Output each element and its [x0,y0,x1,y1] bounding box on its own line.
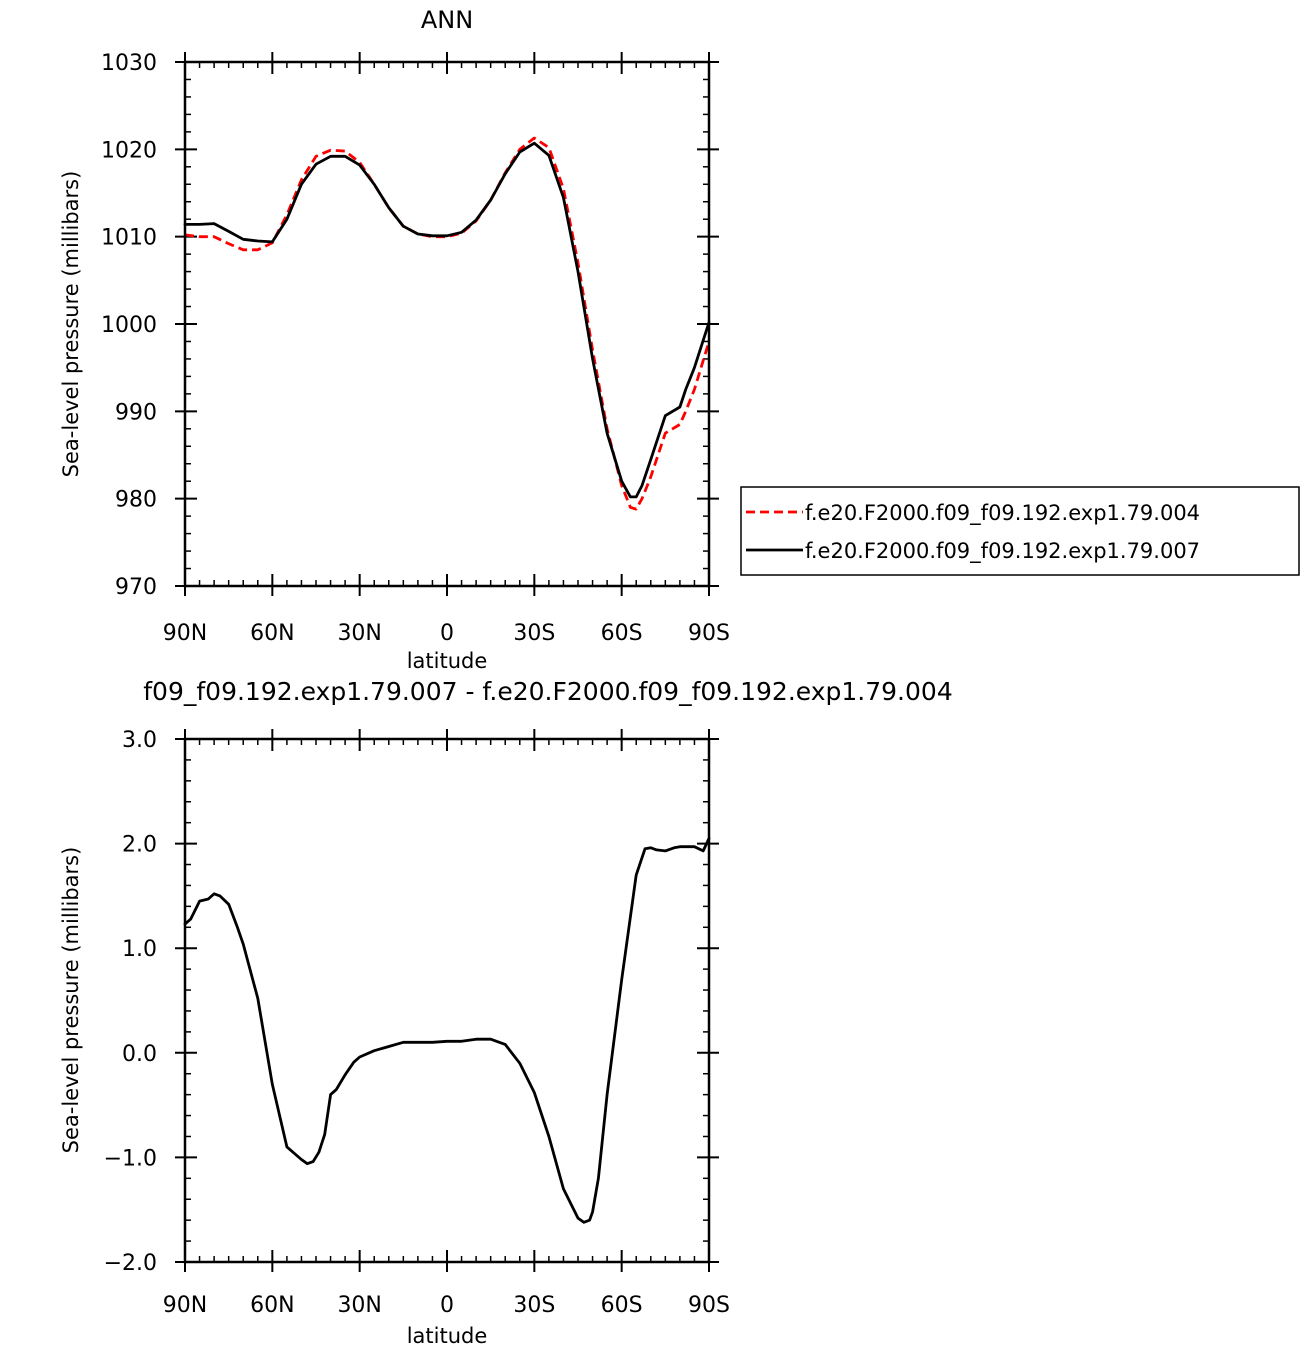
series-line-1 [183,837,711,1224]
y-tick-label: −1.0 [104,1146,157,1171]
y-tick-label: 1030 [101,51,157,76]
y-tick-label: 0.0 [122,1042,157,1067]
x-tick-label: 60S [601,621,643,646]
x-tick-label: 90S [688,621,730,646]
y-tick-label: 1000 [101,313,157,338]
series-line-2 [183,141,711,499]
series-line-1 [184,136,711,511]
plot-frame [183,60,711,588]
plot-frame [183,737,711,1264]
chart-panel-1: ANN 90N 60N 30N 0 30S 60S 90S 970 980 990 1000 1010 1… [59,6,730,673]
legend-label-1: f.e20.F2000.f09_f09.192.exp1.79.004 [805,501,1200,526]
x-axis-label: latitude [407,649,488,673]
y-tick-label: 3.0 [122,728,157,753]
y-tick-label: 990 [115,400,157,425]
legend: f.e20.F2000.f09_f09.192.exp1.79.004 f.e20… [740,486,1300,576]
x-tick-label: 60N [250,621,294,646]
chart-title: ANN [421,6,473,34]
chart-title: f09_f09.192.exp1.79.007 - f.e20.F2000.f0… [143,677,952,706]
legend-label-2: f.e20.F2000.f09_f09.192.exp1.79.007 [805,539,1200,564]
y-axis-label: Sea-level pressure (millibars) [59,847,83,1154]
x-tick-label: 90N [163,621,207,646]
y-tick-label: 1020 [101,138,157,163]
x-tick-label: 30N [337,1293,381,1318]
x-axis-label: latitude [407,1324,488,1348]
y-tick-label: 2.0 [122,833,157,858]
x-tick-label: 0 [440,621,454,646]
x-tick-label: 90N [163,1293,207,1318]
x-tick-label: 30S [513,621,555,646]
y-tick-label: 980 [115,488,157,513]
y-tick-label: 1010 [101,226,157,251]
legend-box [740,486,1300,576]
x-tick-label: 90S [688,1293,730,1318]
y-axis-label: Sea-level pressure (millibars) [59,171,83,478]
x-tick-label: 30N [337,621,381,646]
y-tick-label: −2.0 [104,1251,157,1276]
x-tick-label: 60N [250,1293,294,1318]
y-tick-label: 1.0 [122,937,157,962]
chart-panel-2: f09_f09.192.exp1.79.007 - f.e20.F2000.f0… [59,677,953,1348]
y-tick-label: 970 [115,575,157,600]
x-tick-label: 60S [601,1293,643,1318]
x-tick-label: 0 [440,1293,454,1318]
x-tick-label: 30S [513,1293,555,1318]
